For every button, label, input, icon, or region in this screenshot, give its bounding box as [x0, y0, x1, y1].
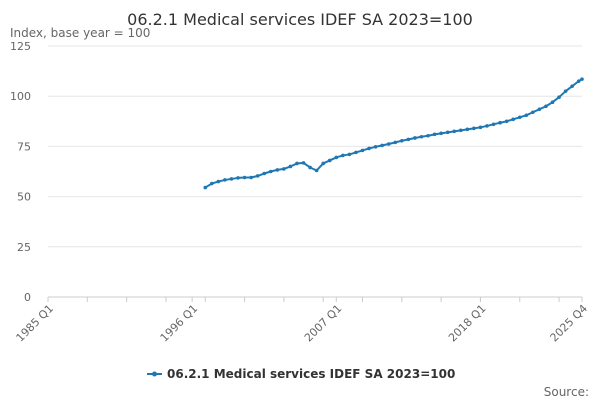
data-point[interactable] — [439, 131, 443, 136]
data-point[interactable] — [580, 77, 584, 81]
data-point[interactable] — [386, 142, 391, 146]
x-tick-label: 1985 Q1 — [14, 302, 57, 345]
data-point[interactable] — [432, 132, 437, 137]
chart-title: 06.2.1 Medical services IDEF SA 2023=100 — [127, 10, 473, 29]
data-point[interactable] — [216, 179, 221, 184]
data-point[interactable] — [295, 161, 299, 166]
data-point[interactable] — [314, 168, 319, 173]
y-tick-label: 125 — [10, 40, 31, 53]
legend[interactable]: 06.2.1 Medical services IDEF SA 2023=100 — [147, 367, 455, 381]
data-point[interactable] — [301, 161, 306, 165]
data-point[interactable] — [465, 127, 470, 132]
data-point[interactable] — [478, 125, 483, 130]
x-tick-label: 2018 Q1 — [446, 302, 489, 345]
y-tick-label: 50 — [17, 191, 31, 204]
data-point[interactable] — [236, 176, 240, 180]
data-point[interactable] — [321, 161, 325, 166]
data-point[interactable] — [485, 124, 489, 128]
data-point[interactable] — [472, 126, 476, 131]
grid-layer — [48, 45, 582, 248]
data-point[interactable] — [341, 153, 345, 158]
source-label: Source: — [544, 385, 589, 399]
data-point[interactable] — [400, 138, 404, 143]
data-point[interactable] — [229, 177, 234, 181]
data-point[interactable] — [262, 171, 267, 176]
data-point[interactable] — [445, 130, 450, 135]
x-axis: 0 25 50 75 100 125 1985 Q1 1996 Q1 2007 Q1 2018 Q… — [10, 40, 590, 344]
data-point[interactable] — [426, 133, 430, 138]
y-tick-label: 100 — [10, 90, 31, 103]
data-point[interactable] — [354, 150, 358, 155]
data-point[interactable] — [413, 136, 417, 140]
data-point[interactable] — [393, 140, 398, 145]
y-tick-label: 75 — [17, 140, 31, 153]
data-point[interactable] — [360, 148, 365, 153]
data-point[interactable] — [576, 79, 581, 83]
data-point[interactable] — [511, 117, 515, 122]
data-point[interactable] — [203, 185, 208, 190]
data-point[interactable] — [255, 174, 260, 178]
data-point[interactable] — [210, 181, 214, 186]
data-point[interactable] — [242, 175, 247, 180]
legend-marker-icon — [152, 371, 157, 377]
data-point[interactable] — [373, 145, 378, 149]
legend-label: 06.2.1 Medical services IDEF SA 2023=100 — [167, 367, 455, 381]
data-point[interactable] — [347, 152, 352, 157]
data-point[interactable] — [570, 84, 574, 88]
y-tick-label: 0 — [24, 291, 31, 304]
data-point[interactable] — [268, 169, 273, 174]
marker-layer — [203, 77, 584, 190]
data-point[interactable] — [419, 134, 424, 139]
series-layer — [204, 78, 583, 189]
data-point[interactable] — [498, 120, 502, 125]
x-tick-label: 2007 Q1 — [302, 302, 345, 345]
data-point[interactable] — [504, 119, 509, 124]
data-point[interactable] — [537, 107, 542, 112]
y-axis-label: Index, base year = 100 — [10, 26, 150, 40]
data-point[interactable] — [491, 122, 496, 127]
data-point[interactable] — [550, 100, 555, 105]
data-point[interactable] — [275, 168, 280, 172]
x-tick-label: 2025 Q4 — [548, 302, 591, 345]
data-point[interactable] — [406, 137, 411, 142]
data-point[interactable] — [334, 155, 339, 160]
data-point[interactable] — [544, 104, 548, 109]
data-point[interactable] — [557, 95, 561, 99]
y-tick-label: 25 — [17, 241, 31, 254]
series-line — [204, 78, 583, 189]
data-point[interactable] — [288, 164, 293, 169]
data-point[interactable] — [380, 143, 384, 148]
data-point[interactable] — [367, 146, 371, 151]
data-point[interactable] — [327, 158, 332, 163]
data-point[interactable] — [308, 165, 312, 170]
data-point[interactable] — [249, 175, 253, 180]
data-point[interactable] — [563, 89, 568, 93]
data-point[interactable] — [524, 113, 529, 118]
data-point[interactable] — [517, 115, 522, 120]
data-point[interactable] — [223, 178, 227, 182]
data-point[interactable] — [282, 167, 286, 171]
data-point[interactable] — [452, 129, 457, 134]
data-point[interactable] — [531, 110, 535, 115]
data-point[interactable] — [458, 128, 463, 133]
x-tick-label: 1996 Q1 — [158, 302, 201, 345]
